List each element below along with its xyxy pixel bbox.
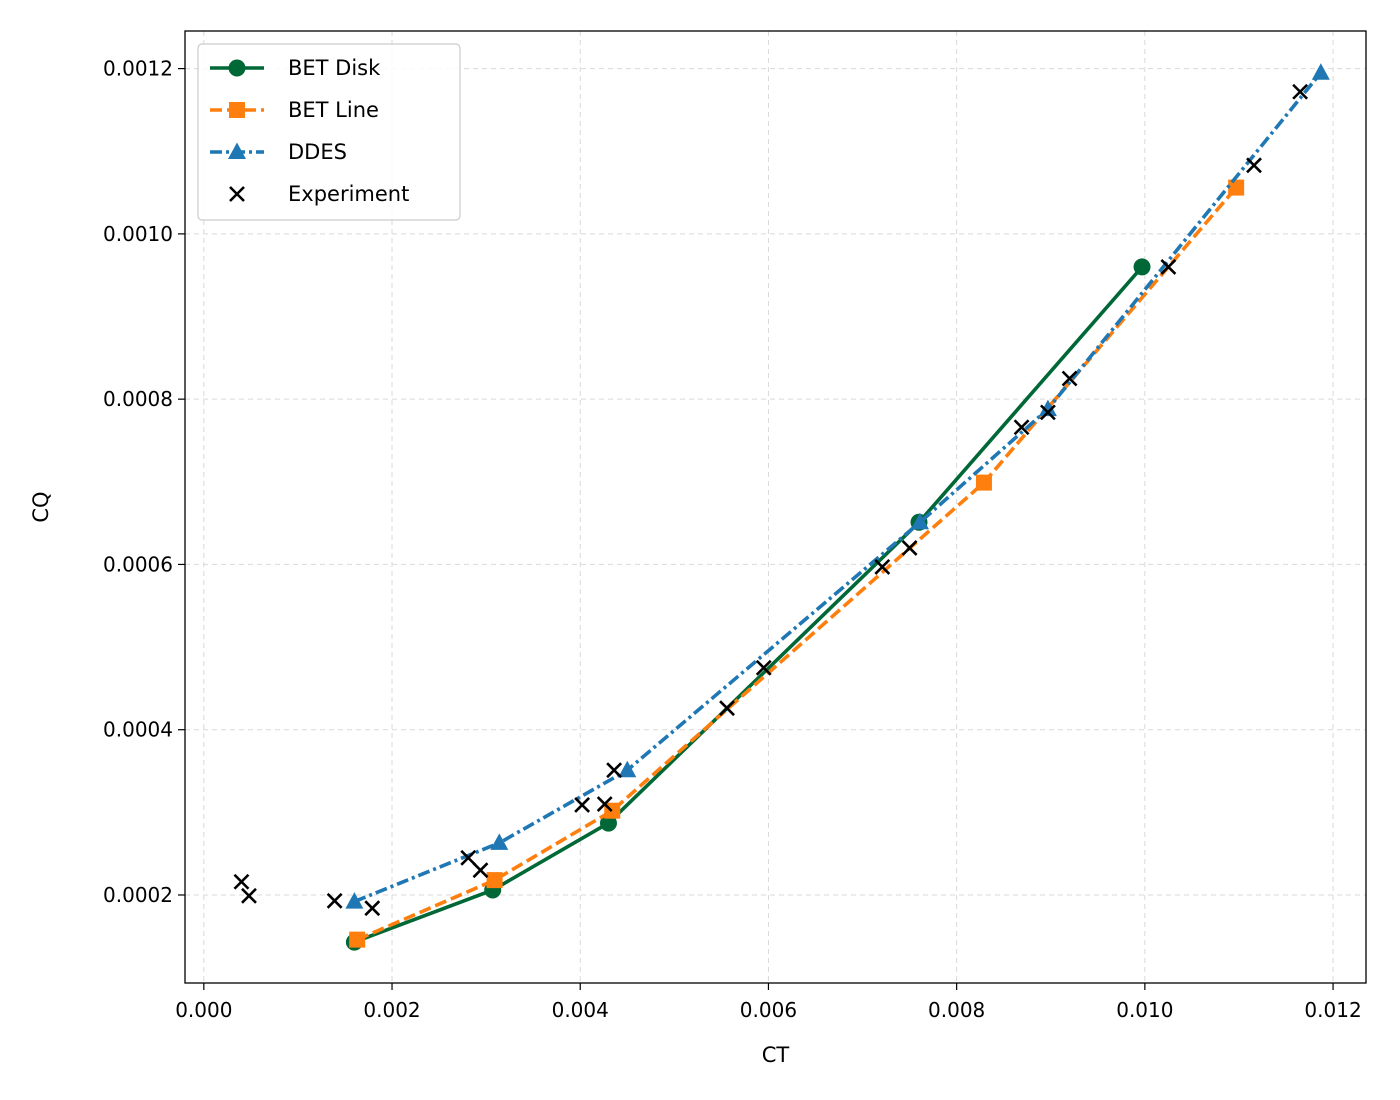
series-line-ddes: [353, 71, 1323, 904]
y-tick-label: 0.0002: [103, 883, 173, 907]
legend-marker-ddes: [228, 142, 246, 159]
data-point-experiment: [472, 862, 489, 879]
data-point-ddes: [618, 760, 637, 778]
data-point-experiment: [1040, 404, 1056, 421]
data-point-experiment: [1292, 83, 1309, 100]
legend-label-bet-line: BET Line: [288, 98, 379, 122]
legend: BET Disk BET Line DDES Experiment: [197, 43, 461, 221]
legend-item-experiment: Experiment: [229, 182, 409, 206]
plot-area: [233, 63, 1330, 951]
legend-label-ddes: DDES: [288, 140, 347, 164]
data-point-experiment: [241, 887, 257, 904]
legend-marker-bet-line: [229, 102, 245, 118]
data-point-bet-line: [486, 872, 503, 889]
data-point-experiment-stroke: [241, 887, 257, 904]
data-point-experiment-stroke: [901, 539, 918, 556]
legend-item-bet-disk: BET Disk: [210, 56, 381, 80]
axes-frame: [184, 30, 1367, 984]
data-point-experiment-stroke: [719, 700, 735, 717]
data-point-ddes: [490, 833, 509, 850]
data-point-experiment: [460, 849, 477, 866]
y-tick-label: 0.0004: [103, 718, 173, 742]
data-point-experiment: [233, 873, 250, 890]
data-point-experiment-stroke: [1160, 259, 1177, 275]
data-point-experiment: [1246, 157, 1262, 174]
data-point-experiment: [1160, 259, 1177, 275]
data-point-ddes: [910, 512, 929, 530]
data-point-experiment: [606, 762, 623, 779]
legend-marker-experiment-stroke: [229, 186, 245, 202]
data-point-experiment: [719, 700, 735, 717]
data-point-experiment-stroke: [874, 558, 891, 575]
x-axis: 0.000 0.002 0.004 0.006 0.008 0.010 0.012: [175, 983, 1362, 1022]
data-point-experiment: [1061, 370, 1078, 387]
data-point-experiment-stroke: [472, 862, 489, 879]
data-point-experiment-stroke: [326, 892, 343, 909]
data-point-experiment-stroke: [1246, 157, 1262, 174]
x-tick-label: 0.012: [1304, 998, 1361, 1022]
y-axis-label: CQ: [29, 491, 53, 522]
legend-item-bet-line: BET Line: [210, 98, 379, 122]
data-point-bet-disk: [599, 814, 617, 832]
data-point-bet-line: [1228, 179, 1245, 196]
data-point-experiment-stroke: [1040, 404, 1056, 421]
legend-marker-experiment: [229, 186, 245, 202]
grid: [185, 31, 1366, 983]
legend-label-experiment: Experiment: [288, 182, 409, 206]
x-tick-label: 0.010: [1116, 998, 1173, 1022]
series-line-bet-line: [356, 186, 1238, 942]
series-experiment: [233, 83, 1309, 917]
data-point-experiment: [1013, 419, 1030, 436]
data-point-experiment-stroke: [596, 796, 613, 813]
data-point-experiment: [901, 539, 918, 556]
data-point-experiment: [596, 796, 613, 813]
data-point-bet-line: [975, 474, 992, 491]
data-point-ddes: [1311, 63, 1330, 80]
y-tick-label: 0.0010: [103, 222, 173, 246]
data-point-experiment: [326, 892, 343, 909]
data-point-experiment-stroke: [606, 762, 623, 779]
legend-box: [197, 43, 461, 221]
data-point-experiment: [874, 558, 891, 575]
x-tick-label: 0.008: [928, 998, 985, 1022]
legend-marker-bet-disk: [228, 59, 246, 77]
x-tick-label: 0.004: [552, 998, 609, 1022]
data-point-experiment-stroke: [233, 873, 250, 890]
data-point-experiment-stroke: [574, 796, 591, 813]
y-axis: 0.0002 0.0004 0.0006 0.0008 0.0010 0.0012: [103, 57, 185, 907]
data-point-ddes: [1038, 399, 1057, 417]
x-axis-label: CT: [762, 1043, 790, 1067]
legend-item-ddes: DDES: [210, 140, 347, 164]
data-point-bet-disk: [1133, 258, 1151, 276]
y-tick-label: 0.0008: [103, 387, 173, 411]
legend-label-bet-disk: BET Disk: [288, 56, 381, 80]
data-point-experiment: [574, 796, 591, 813]
data-point-ddes: [345, 892, 364, 909]
series-bet-line: [349, 179, 1245, 948]
data-point-experiment: [364, 900, 381, 917]
data-point-experiment-stroke: [364, 900, 381, 917]
data-point-experiment: [755, 659, 772, 676]
series-ddes: [345, 63, 1330, 909]
y-tick-label: 0.0006: [103, 552, 173, 576]
data-point-experiment-stroke: [755, 659, 772, 676]
data-point-experiment-stroke: [1061, 370, 1078, 387]
y-tick-label: 0.0012: [103, 57, 173, 81]
x-tick-label: 0.006: [740, 998, 797, 1022]
data-point-experiment-stroke: [460, 849, 477, 866]
x-tick-label: 0.002: [363, 998, 420, 1022]
x-tick-label: 0.000: [175, 998, 232, 1022]
data-point-experiment-stroke: [1013, 419, 1030, 436]
data-point-experiment-stroke: [1292, 83, 1309, 100]
data-point-bet-line: [349, 931, 366, 948]
